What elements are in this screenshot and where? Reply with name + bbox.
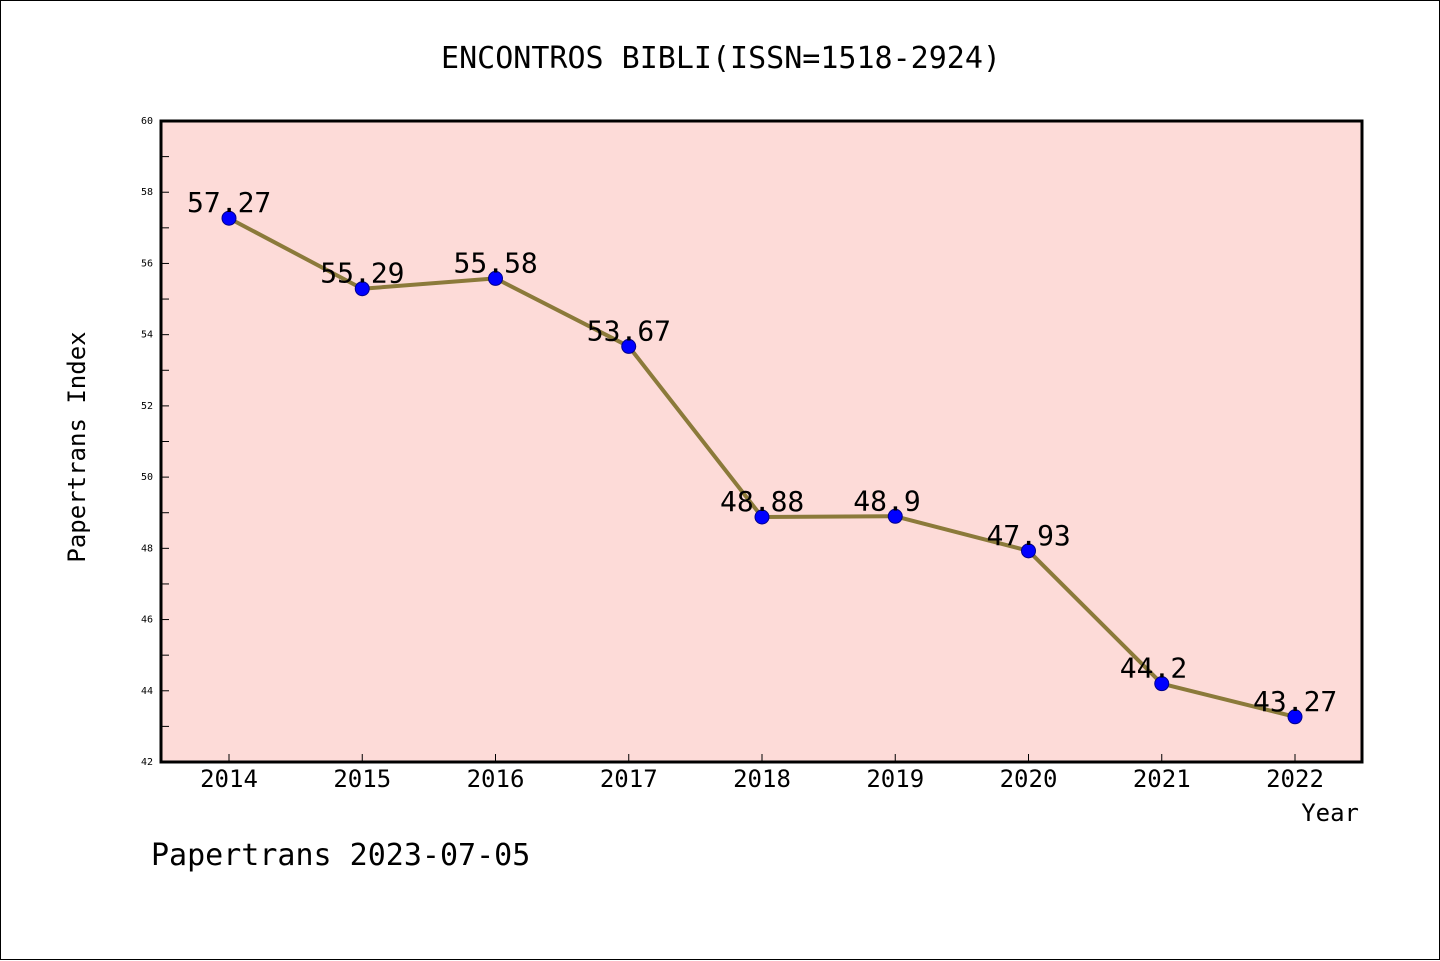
- series-line-group: [221, 210, 1303, 725]
- x-tick-label: 2020: [1000, 765, 1058, 793]
- y-tick-label: 54: [141, 330, 153, 341]
- data-point-marker: [1154, 676, 1170, 692]
- y-tick-label: 60: [141, 116, 153, 127]
- data-label: 48.88: [720, 485, 804, 518]
- x-tick-label: 2018: [733, 765, 791, 793]
- data-point-marker: [887, 508, 903, 524]
- data-point-marker: [754, 509, 770, 525]
- data-label: 55.58: [454, 246, 538, 279]
- x-axis: 2014 2015 2016 2017 2018 2019 2020 2021 2022: [200, 754, 1324, 793]
- data-point-marker: [354, 281, 370, 297]
- data-label: 53.67: [587, 314, 671, 347]
- data-label: 43.27: [1253, 685, 1337, 718]
- x-axis-label: Year: [1301, 799, 1359, 827]
- y-tick-label: 56: [141, 258, 153, 269]
- data-label: 44.2: [1120, 652, 1187, 685]
- x-tick-label: 2021: [1133, 765, 1191, 793]
- y-axis: 42 44 46 48 50 52 54 56 58 60: [141, 116, 169, 768]
- data-point-marker: [621, 338, 637, 354]
- x-tick-label: 2017: [600, 765, 658, 793]
- y-tick-label: 58: [141, 187, 153, 198]
- x-tick-label: 2014: [200, 765, 258, 793]
- data-label: 47.93: [987, 519, 1071, 552]
- data-label: 48.9: [853, 484, 920, 517]
- x-tick-label: 2015: [333, 765, 391, 793]
- y-tick-label: 52: [141, 401, 153, 412]
- data-label: 57.27: [187, 186, 271, 219]
- chart-title: ENCONTROS BIBLI(ISSN=1518-2924): [441, 41, 1001, 76]
- y-tick-label: 44: [141, 686, 153, 697]
- data-point-marker: [221, 210, 237, 226]
- x-tick-label: 2022: [1266, 765, 1324, 793]
- data-point-marker: [488, 270, 503, 286]
- data-label: 55.29: [320, 257, 404, 290]
- data-point-marker: [1287, 709, 1303, 725]
- y-tick-label: 50: [141, 472, 153, 483]
- y-tick-label: 42: [141, 757, 153, 768]
- plot-area: [159, 119, 1364, 764]
- x-tick-label: 2019: [866, 765, 924, 793]
- y-tick-label: 48: [141, 543, 153, 554]
- y-axis-label: Papertrans Index: [63, 331, 91, 562]
- data-point-marker: [1021, 543, 1036, 559]
- y-tick-label: 46: [141, 615, 153, 626]
- footer-text: Papertrans 2023-07-05: [151, 838, 530, 873]
- data-labels: 57.27 55.29 55.58 53.67 48.88 48.9 47.93 44.2 43…: [187, 186, 1337, 718]
- x-tick-label: 2016: [467, 765, 525, 793]
